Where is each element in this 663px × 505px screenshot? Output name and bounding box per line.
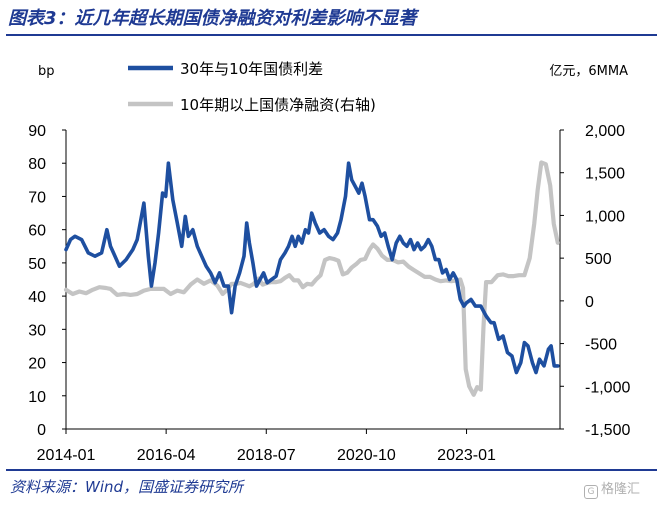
left-unit-label: bp bbox=[38, 64, 55, 79]
left-tick-label: 10 bbox=[28, 389, 46, 406]
x-tick-label: 2023-01 bbox=[437, 447, 496, 464]
right-tick-label: 1,500 bbox=[585, 166, 625, 183]
left-tick-label: 60 bbox=[28, 223, 46, 240]
right-tick-label: 2,000 bbox=[585, 123, 625, 140]
watermark-text: 格隆汇 bbox=[601, 482, 641, 497]
title-divider bbox=[6, 34, 657, 36]
right-tick-label: 500 bbox=[585, 251, 612, 268]
watermark: G 格隆汇 bbox=[584, 478, 640, 499]
left-tick-label: 80 bbox=[28, 156, 46, 173]
right-unit-label: 亿元，6MMA bbox=[549, 64, 628, 79]
left-tick-label: 50 bbox=[28, 256, 46, 273]
x-tick-label: 2016-04 bbox=[137, 447, 196, 464]
tick-labels: 0 10 20 30 40 50 60 70 80 90 -1,500 -1,000 -500 0 500 1… bbox=[28, 64, 630, 464]
left-tick-label: 90 bbox=[28, 123, 46, 140]
source-note: 资料来源：Wind，国盛证券研究所 bbox=[10, 478, 244, 496]
right-tick-label: 1,000 bbox=[585, 208, 625, 225]
x-tick-label: 2020-10 bbox=[337, 447, 396, 464]
legend-label-0: 30年与10年国债利差 bbox=[180, 60, 323, 78]
x-tick-label: 2014-01 bbox=[37, 447, 96, 464]
dual-axis-line-chart: 0 10 20 30 40 50 60 70 80 90 -1,500 -1,000 -500 0 500 1… bbox=[28, 60, 630, 464]
chart-marks bbox=[63, 160, 560, 397]
x-tick-label: 2018-07 bbox=[237, 447, 296, 464]
footer-divider bbox=[6, 469, 657, 471]
watermark-logo-icon: G bbox=[584, 485, 598, 499]
left-tick-label: 20 bbox=[28, 356, 46, 373]
right-tick-label: -1,000 bbox=[585, 379, 630, 396]
chart-title: 图表3：近几年超长期国债净融资对利差影响不显著 bbox=[8, 8, 417, 29]
right-tick-label: 0 bbox=[585, 294, 594, 311]
left-tick-label: 0 bbox=[37, 422, 46, 439]
left-tick-label: 40 bbox=[28, 289, 46, 306]
right-tick-label: -500 bbox=[585, 337, 617, 354]
axes bbox=[62, 129, 564, 434]
legend: 30年与10年国债利差 10年期以上国债净融资(右轴) bbox=[128, 60, 376, 114]
right-tick-label: -1,500 bbox=[585, 422, 630, 439]
left-tick-label: 70 bbox=[28, 189, 46, 206]
series-line-1 bbox=[63, 160, 560, 397]
legend-label-1: 10年期以上国债净融资(右轴) bbox=[180, 96, 376, 114]
series-line-0 bbox=[64, 161, 560, 375]
left-tick-label: 30 bbox=[28, 322, 46, 339]
